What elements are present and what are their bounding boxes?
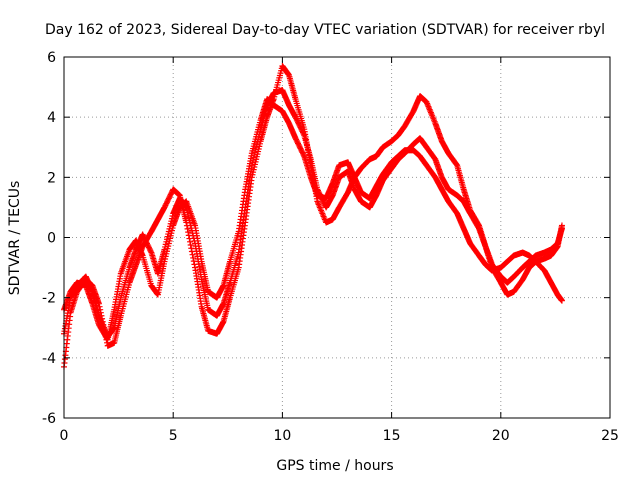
trace-marker [300, 130, 307, 137]
trace-marker [185, 229, 192, 236]
y-tick-label: 6 [47, 50, 56, 66]
trace-marker [187, 242, 194, 249]
y-axis-label: SDTVAR / TECUs [7, 181, 23, 296]
y-tick-label: 2 [47, 170, 56, 186]
x-tick-label: 20 [492, 428, 510, 444]
trace-marker [189, 251, 196, 258]
trace-marker [190, 254, 197, 261]
x-axis-label: GPS time / hours [276, 458, 393, 474]
trace-marker [184, 225, 191, 232]
x-tick-label: 10 [273, 428, 291, 444]
chart-title: Day 162 of 2023, Sidereal Day-to-day VTE… [45, 22, 605, 38]
trace-marker [147, 248, 154, 255]
x-tick-label: 0 [60, 428, 69, 444]
trace-marker [104, 335, 111, 342]
x-tick-label: 25 [601, 428, 619, 444]
x-tick-label: 15 [383, 428, 401, 444]
data-point [558, 297, 565, 304]
x-tick-label: 5 [169, 428, 178, 444]
y-tick-label: 0 [47, 231, 56, 247]
y-tick-label: 4 [47, 110, 56, 126]
data-point [558, 225, 565, 232]
data-points [61, 63, 565, 370]
trace-marker [187, 238, 194, 245]
y-tick-label: -6 [42, 411, 56, 427]
series-track-3 [61, 96, 565, 343]
trace-marker [300, 151, 307, 158]
y-tick-label: -4 [42, 351, 56, 367]
series-track-1 [61, 63, 565, 370]
y-tick-label: -2 [42, 291, 56, 307]
series-track-2 [61, 87, 565, 340]
axis-ticks: 0 5 10 15 20 25 -6 -4 -2 0 2 4 6 [42, 50, 619, 444]
